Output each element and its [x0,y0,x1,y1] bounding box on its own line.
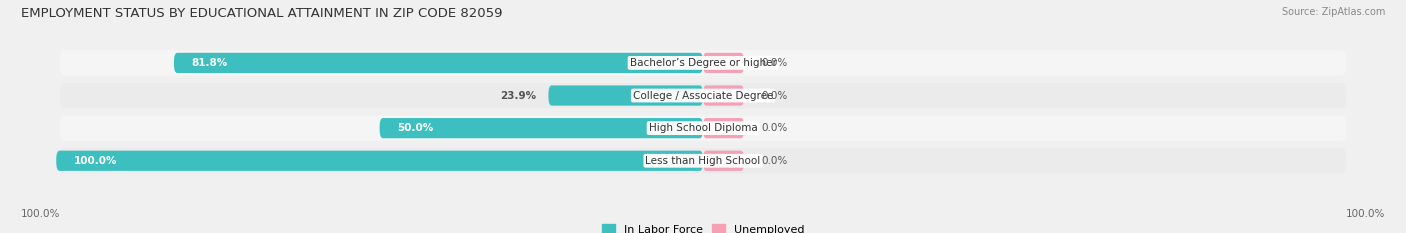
FancyBboxPatch shape [60,50,1346,76]
FancyBboxPatch shape [60,115,1346,141]
Text: High School Diploma: High School Diploma [648,123,758,133]
FancyBboxPatch shape [60,83,1346,108]
Text: Source: ZipAtlas.com: Source: ZipAtlas.com [1281,7,1385,17]
Text: 100.0%: 100.0% [1346,209,1385,219]
Text: 0.0%: 0.0% [762,123,787,133]
Text: 0.0%: 0.0% [762,58,787,68]
FancyBboxPatch shape [56,151,703,171]
Text: EMPLOYMENT STATUS BY EDUCATIONAL ATTAINMENT IN ZIP CODE 82059: EMPLOYMENT STATUS BY EDUCATIONAL ATTAINM… [21,7,502,20]
FancyBboxPatch shape [703,118,744,138]
Legend: In Labor Force, Unemployed: In Labor Force, Unemployed [598,220,808,233]
FancyBboxPatch shape [548,86,703,106]
FancyBboxPatch shape [60,148,1346,174]
Text: Less than High School: Less than High School [645,156,761,166]
Text: 50.0%: 50.0% [398,123,433,133]
Text: 81.8%: 81.8% [191,58,228,68]
Text: 100.0%: 100.0% [21,209,60,219]
Text: 23.9%: 23.9% [501,91,537,100]
FancyBboxPatch shape [703,53,744,73]
Text: College / Associate Degree: College / Associate Degree [633,91,773,100]
FancyBboxPatch shape [174,53,703,73]
FancyBboxPatch shape [380,118,703,138]
Text: 0.0%: 0.0% [762,91,787,100]
Text: 0.0%: 0.0% [762,156,787,166]
Text: Bachelor’s Degree or higher: Bachelor’s Degree or higher [630,58,776,68]
FancyBboxPatch shape [703,151,744,171]
FancyBboxPatch shape [703,86,744,106]
Text: 100.0%: 100.0% [75,156,117,166]
